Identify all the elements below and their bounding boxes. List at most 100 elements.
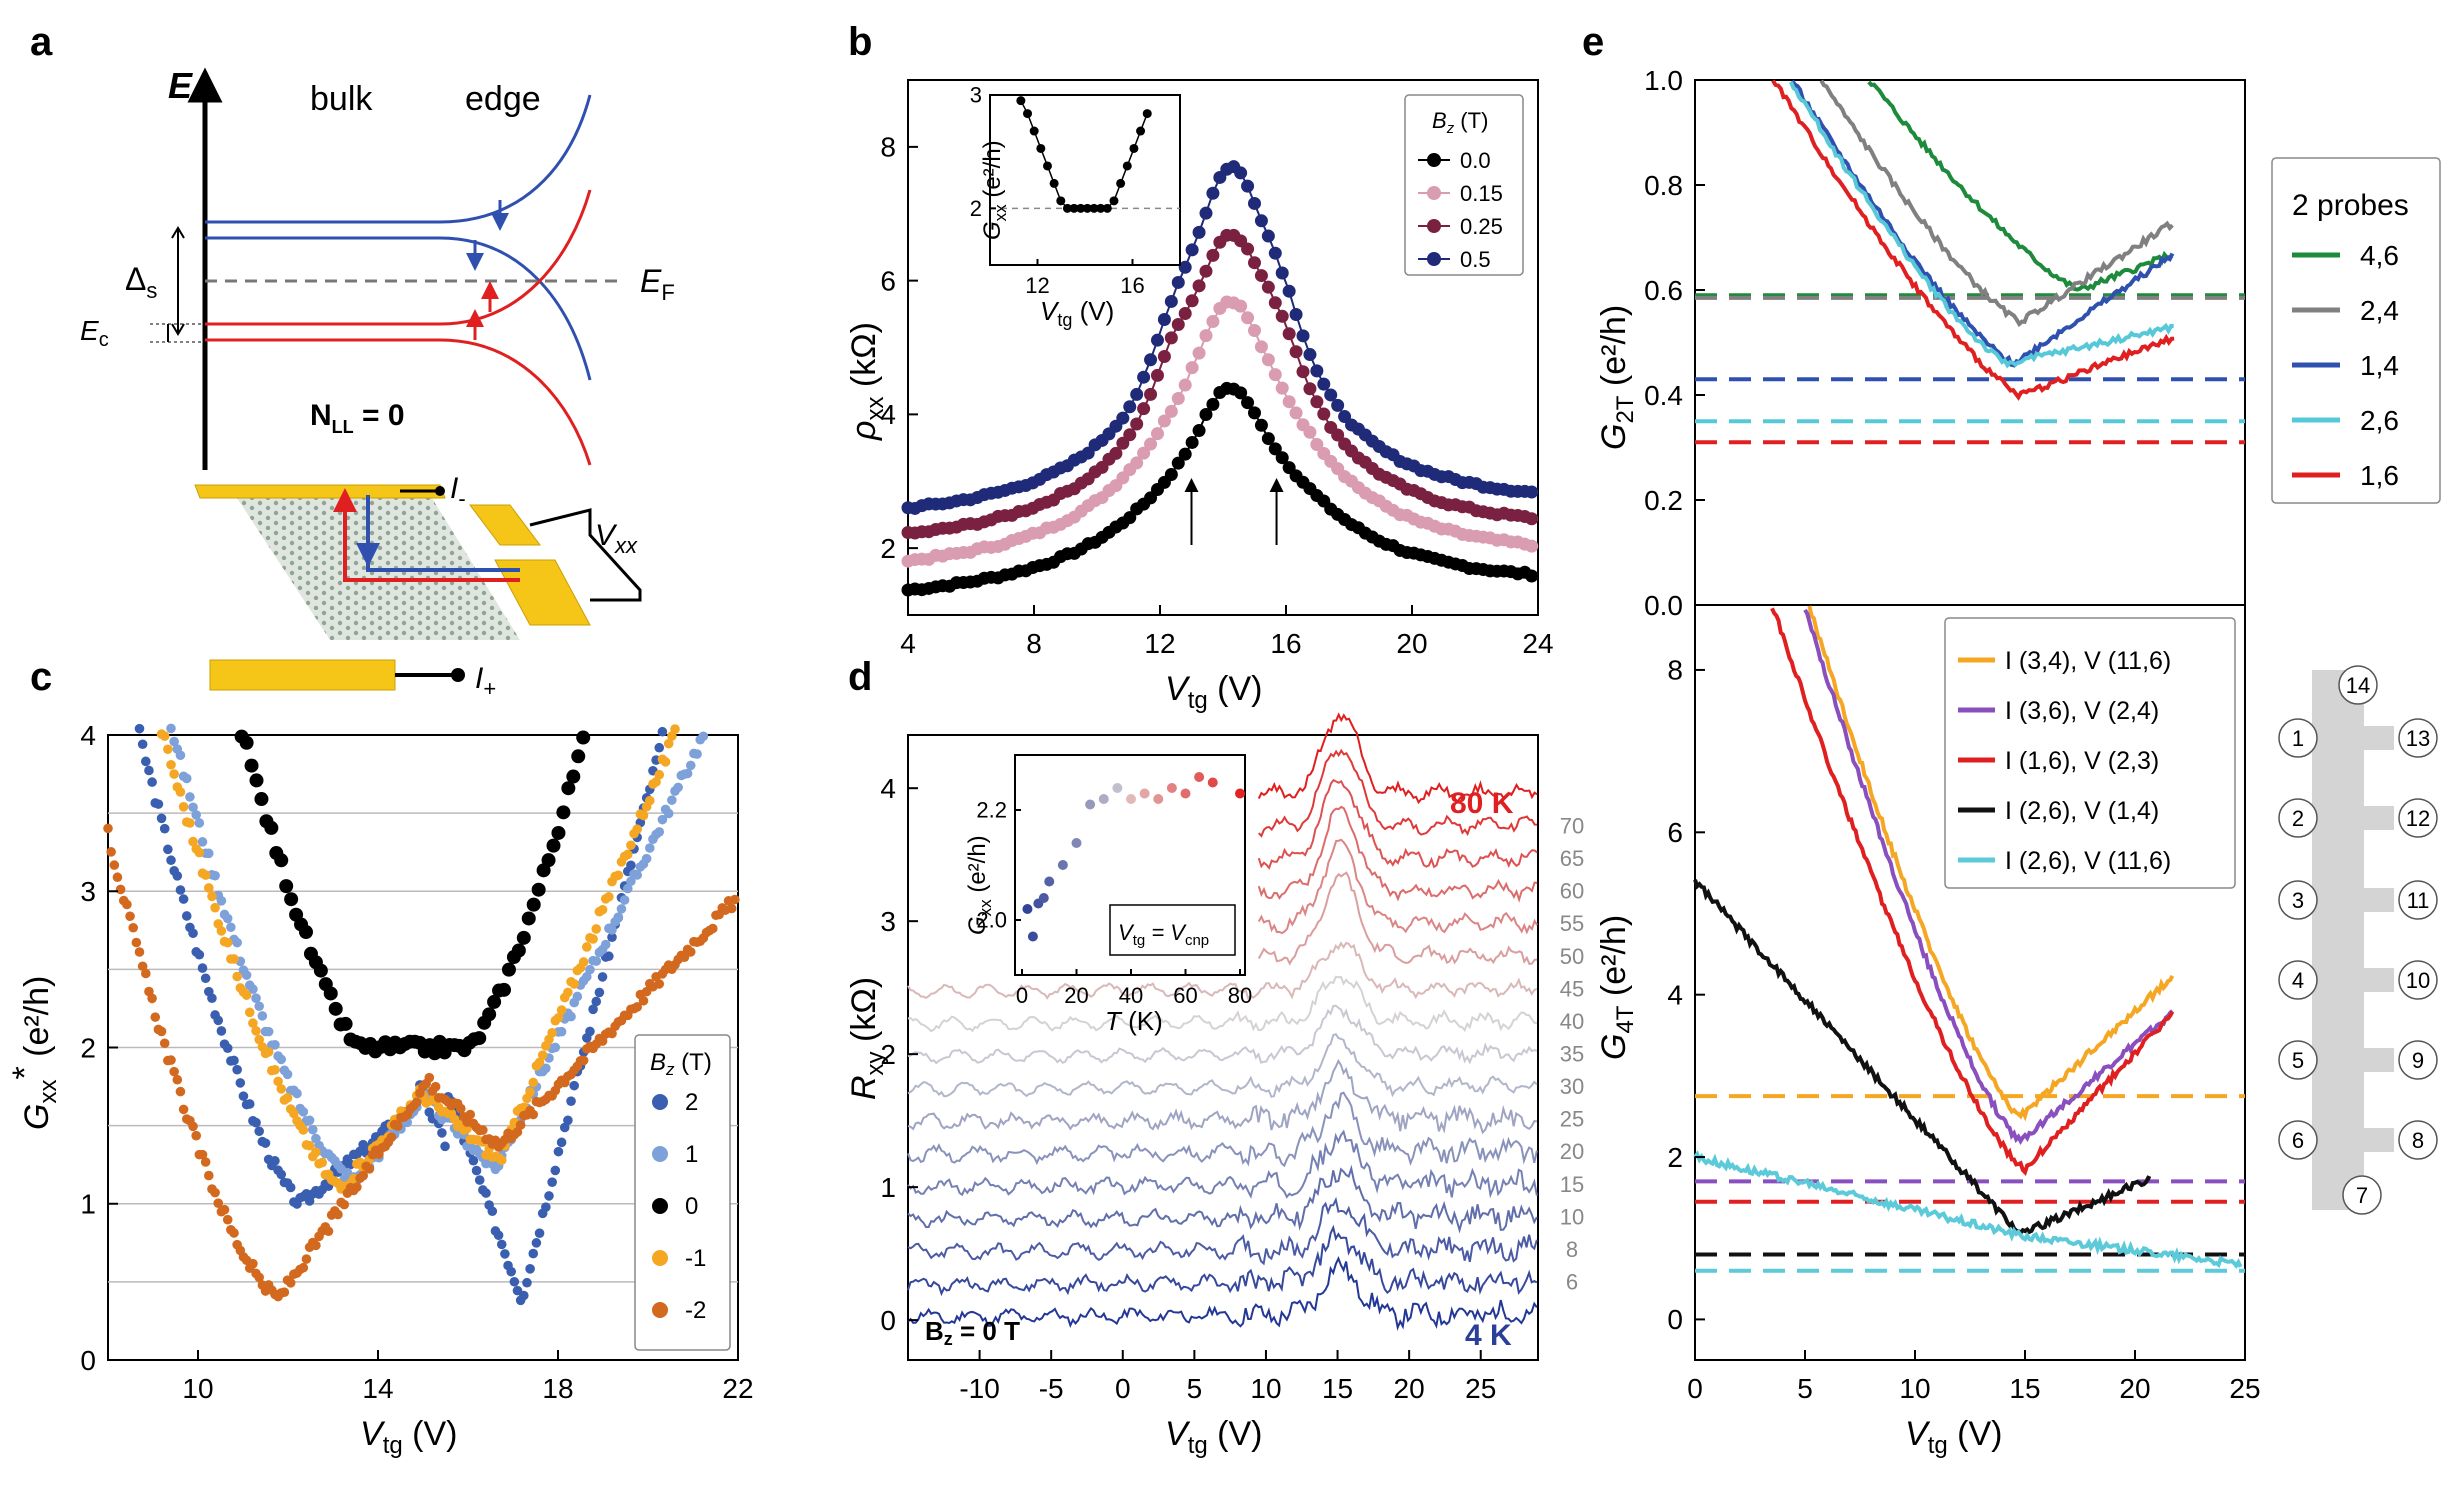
- c-point--1: [248, 1018, 258, 1028]
- c-point--2: [248, 1258, 258, 1269]
- device-contact-label: 2: [2292, 806, 2304, 831]
- d-top-label: 80 K: [1450, 787, 1514, 820]
- b-inset-point: [1102, 203, 1112, 213]
- e-top-legend-box: [2271, 157, 2441, 504]
- e-xtick-label: 5: [1797, 1373, 1813, 1404]
- c-point--1: [185, 818, 195, 828]
- c-point-1: [204, 848, 214, 859]
- c-point-1: [257, 1011, 268, 1021]
- c-point-2: [531, 1238, 542, 1248]
- c-point--1: [229, 954, 239, 964]
- b-point-0.5: [1261, 229, 1275, 243]
- c-legend-marker: [652, 1146, 668, 1162]
- c-point-2: [172, 871, 183, 881]
- d-inset-point: [1166, 783, 1177, 793]
- c-point-1: [600, 939, 611, 950]
- d-inset-point: [1044, 876, 1055, 887]
- b-point-0.0: [1248, 406, 1261, 420]
- b-point-0.5: [1185, 243, 1199, 257]
- b-inset-point: [1016, 96, 1026, 106]
- c-point--2: [191, 1130, 201, 1141]
- b-point-0.15: [1130, 456, 1144, 470]
- device-contact-label: 11: [2407, 888, 2430, 913]
- b-inset-xlabel: Vtg (V): [1040, 296, 1114, 330]
- c-point-2: [437, 1128, 447, 1138]
- b-inset-frame: [989, 94, 1181, 266]
- c-point--2: [156, 1026, 167, 1037]
- c-point-2: [178, 894, 189, 904]
- panel-label-d: d: [848, 655, 872, 699]
- c-point-0: [279, 879, 294, 894]
- d-inset-point: [1085, 799, 1096, 810]
- c-point-2: [175, 885, 186, 895]
- c-point--1: [525, 1087, 535, 1097]
- b-inset-point: [1036, 143, 1046, 153]
- d-inset-point: [1194, 772, 1205, 782]
- vxx-label: Vxx: [595, 519, 638, 558]
- d-temperature-label: 25: [1560, 1107, 1584, 1132]
- c-point-1: [616, 904, 627, 914]
- c-data-layer: [103, 723, 740, 1306]
- c-point-2: [604, 951, 614, 962]
- device-contact: [2342, 1175, 2382, 1215]
- c-point--2: [393, 1121, 403, 1131]
- device-contact: [2278, 798, 2318, 838]
- c-point-0: [313, 963, 328, 978]
- d-inset-point: [1207, 777, 1218, 788]
- d-frame: [907, 734, 1539, 1361]
- e-top-legend-label: 2,6: [2360, 405, 2399, 436]
- c-point-1: [585, 964, 595, 975]
- c-point--2: [122, 899, 132, 910]
- c-point-2: [238, 1091, 249, 1101]
- c-point-2: [213, 1015, 224, 1026]
- b-point-0.15: [1310, 438, 1324, 452]
- b-point-0.15: [1289, 406, 1303, 420]
- c-point--2: [125, 911, 135, 922]
- b-inset-point: [1069, 203, 1079, 213]
- c-point-2: [163, 844, 173, 855]
- c-point--2: [311, 1240, 321, 1251]
- b-point-0.0: [1261, 432, 1275, 446]
- b-point-0.25: [1171, 318, 1185, 332]
- d-curve-13: [1257, 805, 1538, 903]
- c-legend-label: 0: [685, 1193, 698, 1220]
- b-point-0.5: [1275, 266, 1289, 280]
- device-contact-label: 6: [2292, 1128, 2304, 1153]
- b-xtick-label: 24: [1522, 628, 1553, 659]
- d-xtick-label: 20: [1394, 1373, 1425, 1404]
- c-point-1: [222, 913, 233, 924]
- b-legend-marker: [1427, 252, 1441, 266]
- panel-label-b: b: [848, 20, 872, 64]
- d-inset-ylabel: Gxx (e²/h): [964, 835, 995, 935]
- b-point-0.5: [1324, 388, 1338, 402]
- c-point--1: [604, 891, 614, 902]
- e-top-line-2,4: [1819, 79, 2174, 328]
- d-ytick-label: 2: [880, 1039, 896, 1070]
- c-point--1: [163, 744, 173, 755]
- e-xtick-label: 0: [1687, 1373, 1703, 1404]
- c-point-1: [282, 1069, 293, 1080]
- d-temperature-label: 20: [1560, 1139, 1584, 1164]
- d-data-layer: [907, 712, 1538, 1331]
- d-xtick-label: 5: [1187, 1373, 1203, 1404]
- e-bottom-ylabel: G4T (e²/h): [1595, 915, 1639, 1060]
- b-point-0.5: [1199, 206, 1213, 220]
- c-point--2: [213, 1198, 224, 1208]
- d-curve-1: [907, 1224, 1538, 1297]
- c-legend-label: 2: [685, 1089, 698, 1116]
- b-xtick-label: 20: [1396, 628, 1427, 659]
- b-point-0.25: [1525, 512, 1539, 526]
- c-point--2: [147, 993, 157, 1004]
- device-contact: [2338, 665, 2378, 705]
- b-point-0.0: [1178, 447, 1192, 461]
- b-point-0.5: [1150, 333, 1164, 347]
- b-point-0.15: [1275, 381, 1289, 395]
- c-point-2: [654, 742, 665, 753]
- e-bottom-line-4: [1693, 1150, 2243, 1269]
- c-point-0: [576, 730, 591, 745]
- d-curve-2: [907, 1196, 1538, 1266]
- c-point--2: [159, 1038, 170, 1049]
